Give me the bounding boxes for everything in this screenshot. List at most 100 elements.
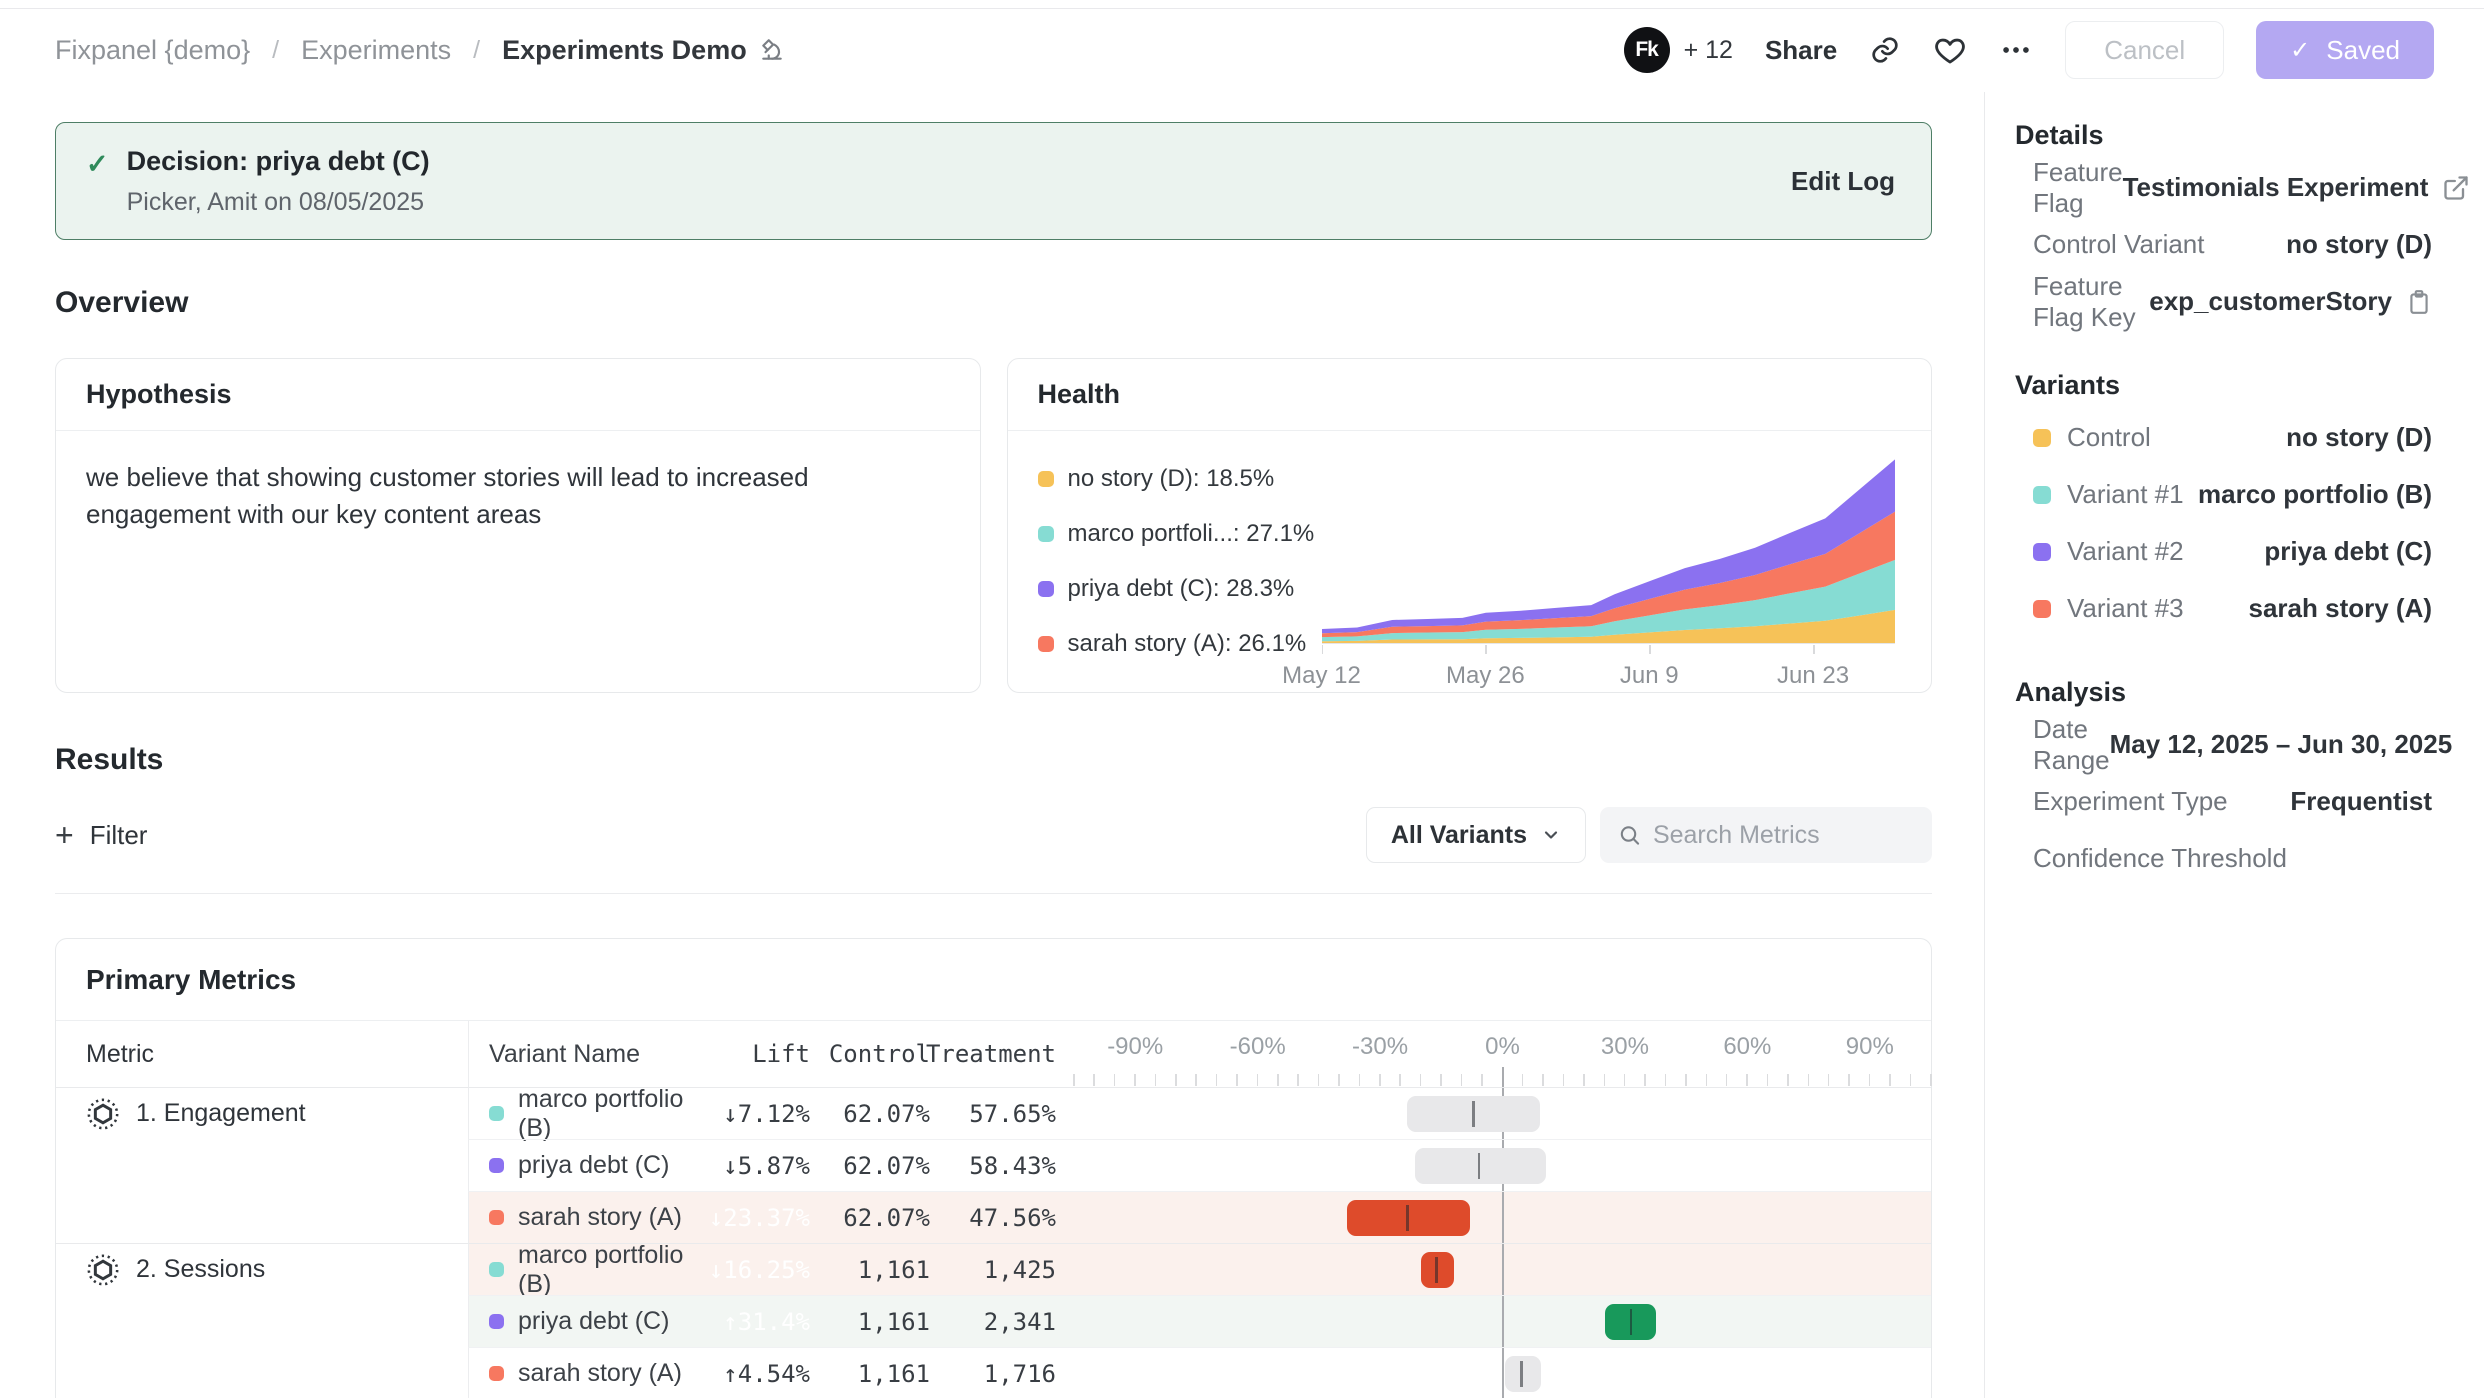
health-x-axis [1321,643,1895,644]
link-icon[interactable] [1869,34,1901,66]
external-link-icon[interactable] [2442,174,2470,202]
detail-value: exp_customerStory [2149,286,2432,317]
x-axis-tick [1649,645,1651,654]
health-body: no story (D): 18.5% marco portfoli...: 27… [1008,431,1932,690]
control-value: 1,161 [828,1295,948,1347]
ci-axis-tick [1603,1074,1606,1086]
legend-item: no story (D): 18.5% [1037,465,1318,493]
lift-value: ↑4.54% [692,1347,828,1398]
variant-cell: priya debt (C) [468,1295,692,1347]
breadcrumb-item[interactable]: Experiments [301,35,451,66]
variant-row: Control no story (D) [2015,409,2432,466]
ci-axis-tick [1195,1074,1197,1086]
ci-axis-tick [1093,1074,1095,1086]
favorite-heart-icon[interactable] [1933,33,1967,67]
ci-axis-tick [1787,1074,1789,1086]
saved-button[interactable]: ✓ Saved [2256,21,2434,79]
ci-axis-tick [1889,1074,1891,1086]
health-area-plot [1321,459,1895,644]
detail-row: Control Variant no story (D) [2015,216,2432,273]
ci-axis-tick [1256,1074,1259,1086]
collaborators-count[interactable]: + 12 [1683,35,1733,64]
overview-heading: Overview [55,286,189,319]
ci-axis-tick [1766,1074,1769,1086]
hypothesis-text: we believe that showing customer stories… [86,462,809,529]
variant-cell: marco portfolio (B) [468,1241,692,1298]
breadcrumb-item[interactable]: Experiments Demo [502,35,785,66]
health-title: Health [1007,359,1931,431]
clipboard-icon[interactable] [2406,289,2432,315]
x-axis-label: Jun 9 [1619,662,1679,689]
breadcrumb-item[interactable]: Fixpanel {demo} [55,35,250,66]
ci-axis-tick [1236,1074,1238,1086]
top-divider [0,8,2484,9]
avatar[interactable]: Fk [1623,27,1670,73]
ci-axis-tick [1215,1074,1218,1086]
variant-cell: priya debt (C) [468,1139,692,1191]
ci-axis-header: -90% -60% -30% 0% 30% 60% 90% [1073,1021,1932,1087]
x-axis-label: May 26 [1445,662,1525,689]
details-section: Details Feature Flag Testimonials Experim… [2015,120,2469,332]
variant-name: marco portfolio (B) [518,1084,684,1142]
health-legend: no story (D): 18.5% marco portfoli...: 27… [1008,431,1318,690]
ci-axis-tick [1705,1074,1708,1086]
cancel-button[interactable]: Cancel [2065,21,2225,79]
variants-dropdown[interactable]: All Variants [1365,807,1586,863]
detail-value-text: exp_customerStory [2149,286,2392,316]
table-row[interactable]: priya debt (C) ↑31.4% 1,161 2,341 [56,1295,1931,1347]
variant-cell: sarah story (A) [468,1347,692,1398]
table-row[interactable]: sarah story (A) ↑4.54% 1,161 1,716 [56,1347,1931,1398]
share-button[interactable]: Share [1764,34,1838,65]
hypothesis-title: Hypothesis [56,359,980,431]
table-row[interactable]: 2. Sessions marco portfolio (B) ↓16.25% 1,1… [56,1241,1931,1298]
results-divider [55,893,1932,894]
x-axis-tick [1813,645,1815,654]
metric-name: 1. Engagement [136,1099,306,1127]
topbar-actions: Fk + 12 Share Cancel ✓ [1623,21,2434,79]
analysis-row: Experiment Type Frequentist [2015,773,2432,830]
table-row[interactable]: priya debt (C) ↓5.87% 62.07% 58.43% [56,1139,1931,1191]
metric-cell [56,1139,468,1191]
lift-value: ↓23.37% [692,1191,828,1243]
variant-value: priya debt (C) [2264,536,2432,566]
search-metrics-input[interactable] [1652,820,1914,850]
legend-item: marco portfoli...: 27.1% [1037,520,1318,548]
ci-axis-tick [1685,1074,1687,1086]
ci-axis-tick [1175,1074,1177,1086]
treatment-value: 58.43% [948,1139,1074,1191]
variant-color-chip [489,1366,504,1381]
area-series-1 [1321,559,1895,642]
analysis-row: Confidence Threshold [2015,830,2432,887]
metrics-table-body: 1. Engagement marco portfolio (B) ↓7.12% 62… [56,1085,1931,1398]
ci-axis-tick [1460,1074,1463,1086]
variant-label: Variant #3 [2033,593,2184,624]
analysis-row: Date Range May 12, 2025 – Jun 30, 2025 [2015,714,2452,775]
check-icon: ✓ [2290,36,2311,64]
ci-axis-tick [1379,1074,1381,1086]
ci-axis-tick [1725,1074,1728,1086]
ci-bar [1504,1356,1542,1392]
control-value: 1,161 [828,1347,948,1398]
variant-row: Variant #3 sarah story (A) [2015,580,2432,637]
more-options-icon[interactable] [1999,33,2033,67]
add-filter-button[interactable]: + Filter [55,819,147,851]
health-chart: May 12 May 26 Jun 9 Jun 23 [1282,455,1895,690]
table-row[interactable]: 1. Engagement marco portfolio (B) ↓7.12% 62… [56,1085,1931,1142]
ci-axis-tick [1440,1074,1442,1086]
primary-metrics-card: Primary Metrics Metric Variant Name Lift… [55,938,1932,1398]
ci-zero-line [1501,1296,1504,1347]
metric-cell [56,1347,468,1398]
variant-row: Variant #1 marco portfolio (B) [2015,466,2432,523]
area-series-0 [1321,609,1895,644]
ci-axis-tick [1644,1074,1646,1086]
table-row[interactable]: sarah story (A) ↓23.37% 62.07% 47.56% [56,1191,1931,1243]
confidence-interval-cell [1074,1087,1931,1139]
ci-mean-marker [1406,1205,1409,1231]
legend-label: no story (D): 18.5% [1067,465,1275,492]
ci-axis-tick [1746,1074,1748,1086]
edit-log-button[interactable]: Edit Log [1791,165,1895,196]
ci-axis-tick [1562,1074,1565,1086]
ci-mean-marker [1477,1153,1481,1179]
ci-axis-tick [1848,1074,1850,1086]
analysis-value: May 12, 2025 – Jun 30, 2025 [2109,729,2453,759]
